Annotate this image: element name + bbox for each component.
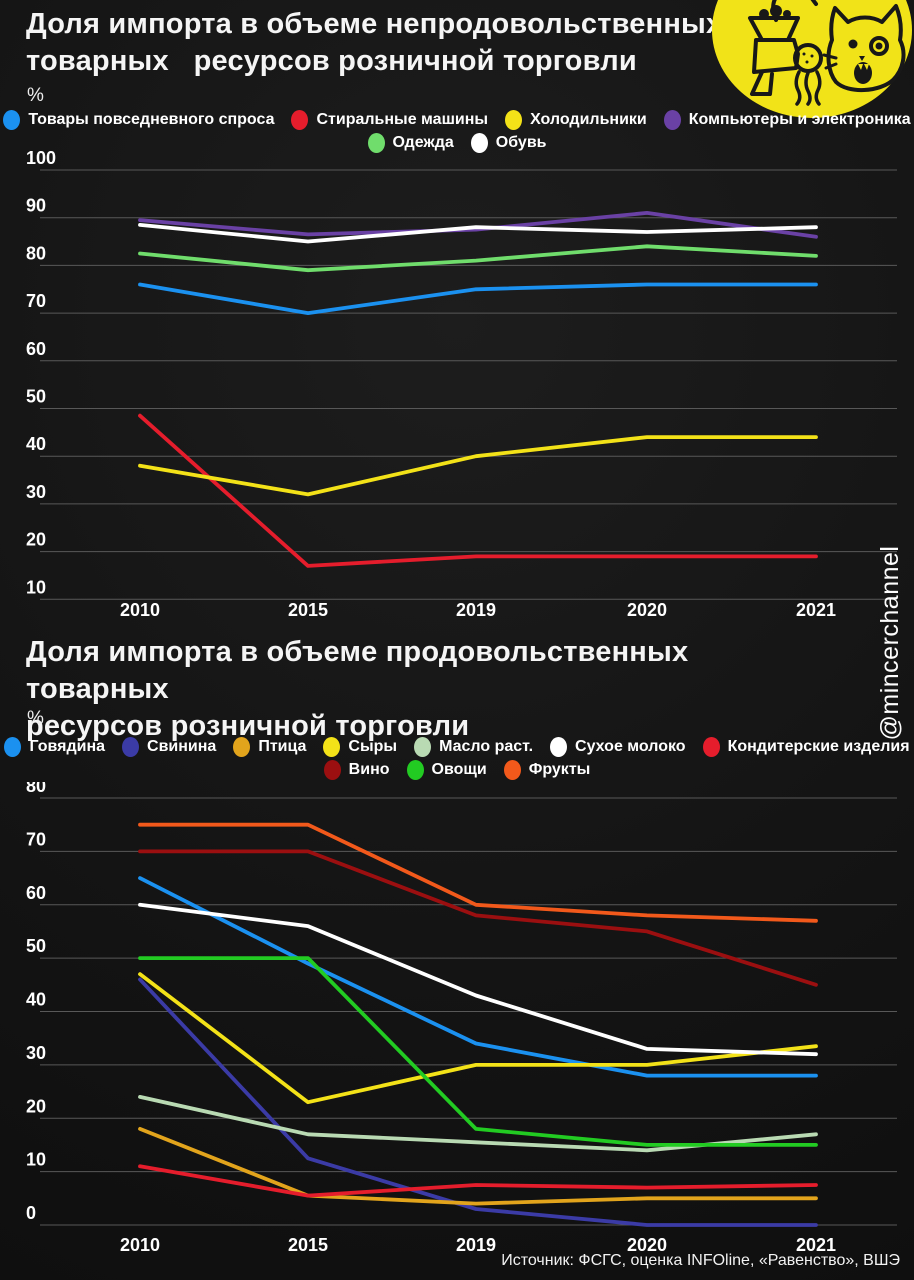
series-line — [138, 849, 818, 987]
y-tick-label: 90 — [26, 196, 46, 216]
series-line — [138, 876, 818, 1078]
y-tick-label: 100 — [26, 150, 56, 168]
legend-item: Овощи — [406, 760, 487, 780]
x-tick-label: 2019 — [456, 600, 496, 620]
chart1-unit-label: % — [27, 85, 44, 106]
x-tick-label: 2010 — [120, 1235, 160, 1255]
y-tick-label: 0 — [26, 1203, 36, 1223]
chart2-title: Доля импорта в объеме продовольственных … — [26, 636, 689, 743]
series-line — [138, 282, 818, 316]
series-line — [138, 223, 818, 244]
watermark-handle: @mincerchannel — [876, 545, 904, 741]
y-tick-label: 10 — [26, 1150, 46, 1170]
series-line — [138, 1164, 818, 1198]
legend-item: Вино — [323, 760, 390, 780]
y-tick-label: 20 — [26, 530, 46, 550]
x-tick-label: 2019 — [456, 1235, 496, 1255]
legend-color-dot — [4, 737, 22, 757]
legend-color-dot — [323, 760, 341, 780]
y-tick-label: 50 — [26, 936, 46, 956]
x-tick-label: 2021 — [796, 600, 836, 620]
chart2-unit-label: % — [27, 708, 44, 729]
screaming-cat-icon — [822, 4, 906, 93]
y-tick-label: 20 — [26, 1096, 46, 1116]
legend-label: Вино — [348, 761, 390, 778]
legend-color-dot — [291, 110, 309, 130]
legend-color-dot — [503, 760, 521, 780]
y-tick-label: 70 — [26, 829, 46, 849]
legend-color-dot — [505, 110, 523, 130]
y-tick-label: 10 — [26, 577, 46, 597]
source-note: Источник: ФСГС, оценка INFOline, «Равенс… — [501, 1252, 900, 1269]
legend-item: Фрукты — [503, 760, 591, 780]
y-tick-label: 30 — [26, 1043, 46, 1063]
legend-item: Холодильники — [505, 110, 647, 130]
series-line — [138, 822, 818, 923]
series-line — [138, 902, 818, 1057]
series-line — [138, 435, 818, 497]
legend-label: Товары повседневного спроса — [28, 111, 275, 128]
legend-label: Овощи — [431, 761, 487, 778]
series-line — [138, 413, 818, 568]
series-line — [138, 211, 818, 239]
series-line — [138, 1126, 818, 1206]
chart1-title: Доля импорта в объеме непродовольственны… — [26, 8, 723, 78]
y-tick-label: 50 — [26, 387, 46, 407]
legend-label: Стиральные машины — [316, 111, 489, 128]
x-tick-label: 2010 — [120, 600, 160, 620]
legend-label: Фрукты — [528, 761, 591, 778]
y-tick-label: 60 — [26, 883, 46, 903]
y-tick-label: 40 — [26, 434, 46, 454]
legend-color-dot — [406, 760, 424, 780]
x-tick-label: 2015 — [288, 600, 328, 620]
legend-row: Вино Овощи Фрукты — [323, 760, 591, 780]
meat-grinder-icon — [748, 0, 823, 106]
y-tick-label: 40 — [26, 990, 46, 1010]
y-tick-label: 80 — [26, 782, 46, 796]
series-line — [138, 1094, 818, 1153]
y-tick-label: 80 — [26, 243, 46, 263]
y-tick-label: 30 — [26, 482, 46, 502]
y-tick-label: 60 — [26, 339, 46, 359]
legend-label: Холодильники — [530, 111, 647, 128]
legend-item: Товары повседневного спроса — [3, 110, 274, 130]
x-tick-label: 2020 — [627, 1235, 667, 1255]
series-line — [138, 956, 818, 1147]
x-tick-label: 2021 — [796, 1235, 836, 1255]
legend-color-dot — [3, 110, 21, 130]
series-line — [138, 244, 818, 273]
y-tick-label: 70 — [26, 291, 46, 311]
x-tick-label: 2015 — [288, 1235, 328, 1255]
legend-item: Стиральные машины — [291, 110, 488, 130]
series-line — [138, 972, 818, 1105]
series-line — [138, 977, 818, 1227]
x-tick-label: 2020 — [627, 600, 667, 620]
legend-color-dot — [663, 110, 681, 130]
mincer-cat-logo — [712, 0, 912, 118]
